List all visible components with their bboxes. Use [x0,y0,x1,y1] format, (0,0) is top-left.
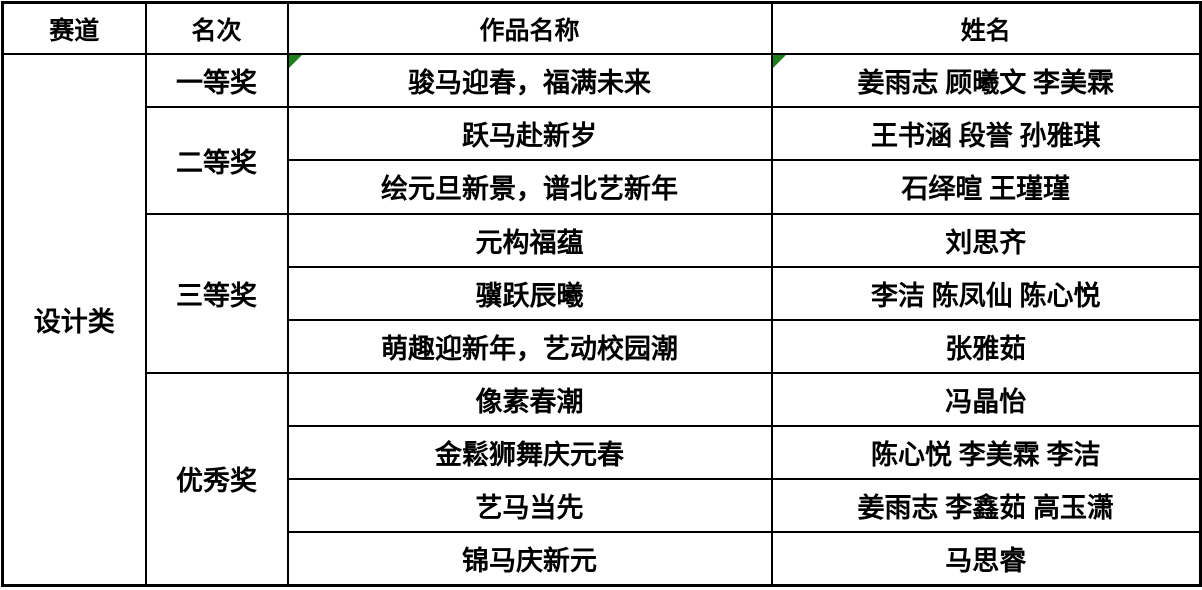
rank-label: 二等奖 [176,147,257,178]
track-label: 设计类 [33,307,115,338]
names-cell[interactable]: 石绎暄 王瑾瑾 [770,159,1202,215]
work-cell[interactable]: 像素春潮 [286,371,773,428]
names-cell[interactable]: 陈心悦 李美霖 李洁 [770,425,1202,481]
names-cell[interactable]: 姜雨志 顾曦文 李美霖 [770,53,1202,109]
names-text: 张雅茹 [945,333,1027,364]
work-header-cell[interactable]: 作品名称 [286,1,773,56]
work-cell[interactable]: 骏马迎春，福满未来 [286,53,773,109]
work-cell[interactable]: 锦马庆新元 [286,531,773,587]
cell-corner-flag-icon [289,56,302,69]
table-row: 绘元旦新景，谱北艺新年 石绎暄 王瑾瑾 [3,159,1202,215]
names-text: 刘思齐 [945,227,1027,258]
table-row: 金鬆狮舞庆元春 陈心悦 李美霖 李洁 [3,425,1202,481]
names-text: 姜雨志 李鑫茹 高玉潇 [857,493,1115,524]
table-row: 艺马当先 姜雨志 李鑫茹 高玉潇 [3,478,1202,534]
names-text: 李洁 陈凤仙 陈心悦 [871,280,1101,311]
table-row: 优秀奖 像素春潮 冯晶怡 [3,371,1202,587]
work-title: 跃马赴新岁 [462,121,597,152]
table-row: 萌趣迎新年，艺动校园潮 张雅茹 [3,318,1202,374]
work-title: 艺马当先 [475,493,584,524]
table-header-row: 赛道 名次 作品名称 姓名 [1,1,1202,56]
work-cell[interactable]: 萌趣迎新年，艺动校园潮 [286,318,773,374]
rank-header-cell[interactable]: 名次 [144,1,289,56]
names-cell[interactable]: 冯晶怡 [770,371,1202,428]
names-text: 石绎暄 王瑾瑾 [901,174,1071,205]
rank-label: 优秀奖 [176,466,257,497]
rank-cell-excellence-prize[interactable]: 优秀奖 [144,371,289,587]
work-cell[interactable]: 跃马赴新岁 [286,106,773,162]
work-title: 锦马庆新元 [462,546,597,577]
table-row: 骥跃辰曦 李洁 陈凤仙 陈心悦 [3,265,1202,321]
track-cell[interactable]: 设计类 [1,53,147,587]
names-cell[interactable]: 马思睿 [770,531,1202,587]
names-cell[interactable]: 李洁 陈凤仙 陈心悦 [770,265,1202,321]
table-row: 三等奖 元构福蕴 刘思齐 [3,212,1202,374]
track-header-cell[interactable]: 赛道 [1,1,147,56]
table-row: 设计类 一等奖 骏马迎春，福满未来 姜雨志 顾曦文 李美霖 [1,53,1202,587]
work-cell[interactable]: 骥跃辰曦 [286,265,773,321]
work-title: 骏马迎春，福满未来 [408,68,651,99]
names-text: 冯晶怡 [945,386,1027,417]
work-header-label: 作品名称 [479,17,580,45]
work-title: 骥跃辰曦 [475,280,584,311]
work-cell[interactable]: 金鬆狮舞庆元春 [286,425,773,481]
work-title: 萌趣迎新年，艺动校园潮 [381,333,678,364]
rank-header-label: 名次 [191,17,242,45]
names-header-label: 姓名 [960,17,1011,45]
names-cell[interactable]: 刘思齐 [770,212,1202,268]
work-cell[interactable]: 艺马当先 [286,478,773,534]
names-text: 姜雨志 顾曦文 李美霖 [857,68,1115,99]
rank-label: 一等奖 [176,68,257,99]
work-cell[interactable]: 元构福蕴 [286,212,773,268]
table-row: 锦马庆新元 马思睿 [3,531,1202,587]
table-row: 二等奖 跃马赴新岁 王书涵 段誉 孙雅琪 [3,106,1202,215]
work-title: 金鬆狮舞庆元春 [435,440,624,471]
names-text: 王书涵 段誉 孙雅琪 [871,121,1101,152]
names-text: 陈心悦 李美霖 李洁 [871,440,1101,471]
rank-label: 三等奖 [176,280,257,311]
cell-corner-flag-icon [773,56,786,69]
names-cell[interactable]: 王书涵 段誉 孙雅琪 [770,106,1202,162]
work-title: 绘元旦新景，谱北艺新年 [381,174,678,205]
names-header-cell[interactable]: 姓名 [770,1,1202,56]
rank-cell-second-prize[interactable]: 二等奖 [144,106,289,215]
names-text: 马思睿 [945,546,1027,577]
track-header-label: 赛道 [49,17,100,45]
rank-cell-third-prize[interactable]: 三等奖 [144,212,289,374]
rank-cell-first-prize[interactable]: 一等奖 [144,53,289,109]
names-cell[interactable]: 张雅茹 [770,318,1202,374]
work-title: 元构福蕴 [475,227,584,258]
work-cell[interactable]: 绘元旦新景，谱北艺新年 [286,159,773,215]
work-title: 像素春潮 [475,386,584,417]
names-cell[interactable]: 姜雨志 李鑫茹 高玉潇 [770,478,1202,534]
